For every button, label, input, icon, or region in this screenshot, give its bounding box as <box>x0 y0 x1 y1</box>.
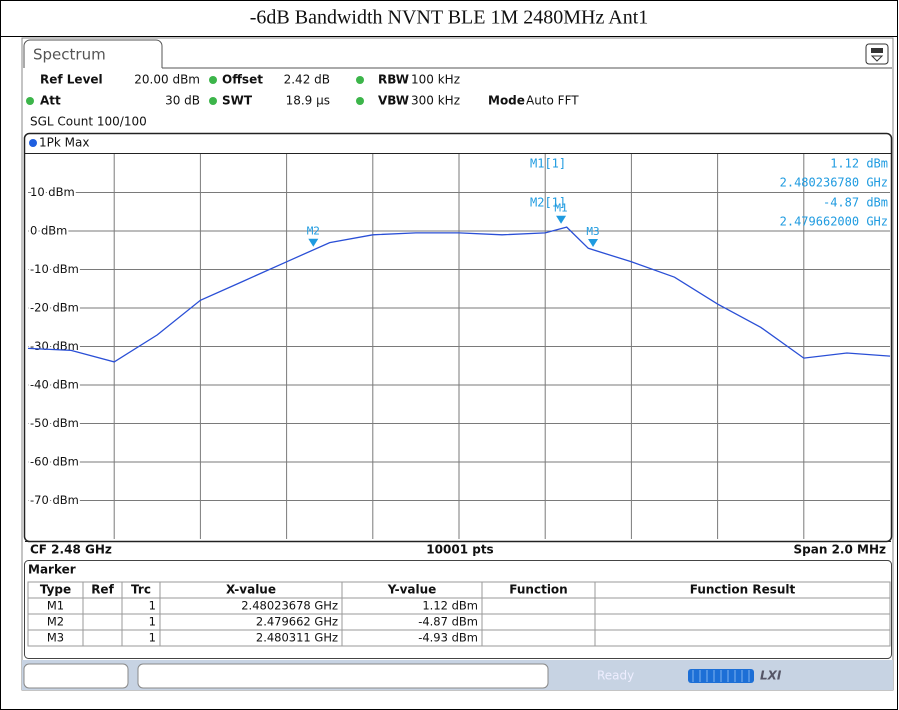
setting-label: SWT <box>222 94 253 108</box>
y-tick-label: -50 dBm <box>30 416 79 430</box>
sgl-count: SGL Count 100/100 <box>30 115 147 129</box>
setting-label: Ref Level <box>40 73 103 87</box>
table-cell: 1 <box>149 631 156 645</box>
column-header: X-value <box>226 583 276 597</box>
column-header: Function Result <box>690 583 796 597</box>
marker-label: M2 <box>307 225 320 238</box>
tab[interactable] <box>23 39 163 68</box>
setting-label: VBW <box>378 94 409 108</box>
column-header: Ref <box>91 583 114 597</box>
table-cell: M3 <box>47 631 64 645</box>
y-tick-label: 0 dBm <box>30 224 67 238</box>
setting-value: 300 kHz <box>411 94 460 108</box>
center-freq: CF 2.48 GHz <box>30 543 112 557</box>
y-tick-label: -40 dBm <box>30 378 79 392</box>
menu-icon <box>871 48 883 53</box>
status-dot <box>209 97 217 105</box>
table-cell: 1 <box>149 599 156 613</box>
table-cell: -4.93 dBm <box>418 631 478 645</box>
readout-name: M1[1] <box>530 157 566 171</box>
setting-value: 20.00 dBm <box>134 73 200 87</box>
span: Span 2.0 MHz <box>794 543 886 557</box>
column-header: Function <box>509 583 567 597</box>
tab-label[interactable]: Spectrum <box>33 46 106 64</box>
table-cell: 2.48023678 GHz <box>241 599 338 613</box>
status-dot <box>26 97 34 105</box>
table-title: Marker <box>28 563 76 577</box>
setting-label: Att <box>40 94 61 108</box>
table-frame <box>24 560 892 659</box>
marker <box>588 238 599 247</box>
table-cell: 1.12 dBm <box>422 599 478 613</box>
trace-dot <box>29 139 37 147</box>
y-tick-label: -60 dBm <box>30 455 79 469</box>
plot-frame <box>23 132 893 543</box>
setting-label: Offset <box>222 73 263 87</box>
status-box <box>23 663 129 689</box>
setting-value: Auto FFT <box>526 94 579 108</box>
trace <box>27 226 891 363</box>
setting-label: Mode <box>488 94 525 108</box>
table-cell: M1 <box>47 599 64 613</box>
setting-label: RBW <box>378 73 409 87</box>
setting-value: 2.42 dB <box>284 73 330 87</box>
readout-freq: 2.480236780 GHz <box>780 176 888 190</box>
setting-value: 100 kHz <box>411 73 460 87</box>
status-box <box>137 663 549 689</box>
table-cell: 2.480311 GHz <box>256 631 338 645</box>
table-cell: 2.479662 GHz <box>256 615 338 629</box>
status-dot <box>356 97 364 105</box>
title: -6dB Bandwidth NVNT BLE 1M 2480MHz Ant1 <box>250 7 649 29</box>
marker <box>556 215 567 224</box>
readout-freq: 2.479662000 GHz <box>780 215 888 229</box>
setting-value: 18.9 µs <box>286 94 330 108</box>
legend-entry: 1Pk Max <box>39 136 89 150</box>
column-header: Y-value <box>387 583 437 597</box>
readout-name: M2[1] <box>530 196 566 210</box>
readout-level: -4.87 dBm <box>823 196 888 210</box>
column-header: Trc <box>131 583 151 597</box>
points: 10001 pts <box>426 543 493 557</box>
menu-arrow <box>870 55 884 62</box>
lxi: LXI <box>760 669 782 683</box>
marker <box>308 238 319 247</box>
table-cell: M2 <box>47 615 64 629</box>
y-tick-label: 10 dBm <box>30 185 75 199</box>
marker-label: M1 <box>554 202 567 215</box>
status-dot <box>356 76 364 84</box>
table-cell: 1 <box>149 615 156 629</box>
y-tick-label: -10 dBm <box>30 262 79 276</box>
status: Ready <box>597 669 634 683</box>
column-header: Type <box>40 583 71 597</box>
setting-value: 30 dB <box>165 94 200 108</box>
status-dot <box>209 76 217 84</box>
table-cell: -4.87 dBm <box>418 615 478 629</box>
marker-label: M3 <box>586 225 599 238</box>
y-tick-label: -20 dBm <box>30 301 79 315</box>
y-tick-label: -70 dBm <box>30 493 79 507</box>
readout-level: 1.12 dBm <box>830 157 888 171</box>
